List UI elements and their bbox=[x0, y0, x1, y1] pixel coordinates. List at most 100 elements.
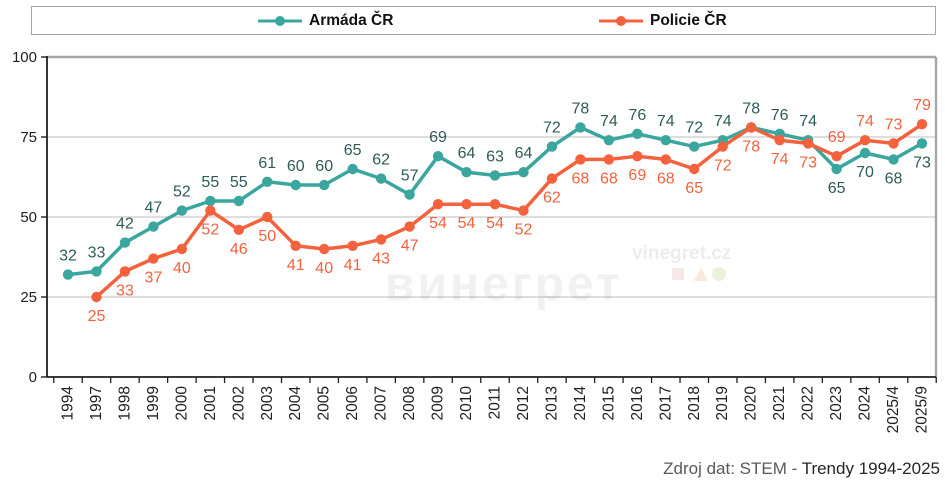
source-prefix: Zdroj dat: STEM - bbox=[663, 459, 802, 478]
x-tick-label: 2004 bbox=[287, 386, 304, 421]
data-point-armada bbox=[91, 266, 102, 277]
legend-label-armada: Armáda ČR bbox=[309, 11, 394, 29]
data-label-policie: 47 bbox=[401, 238, 419, 255]
x-tick-label: 2012 bbox=[515, 386, 532, 420]
watermark-text: винегрет bbox=[385, 258, 623, 311]
data-label-armada: 72 bbox=[543, 120, 561, 137]
x-tick-label: 2003 bbox=[259, 386, 276, 420]
data-point-armada bbox=[290, 179, 301, 191]
data-point-policie bbox=[916, 119, 928, 130]
x-tick-label: 2009 bbox=[430, 386, 447, 420]
legend-line-dot-icon bbox=[599, 15, 643, 26]
data-label-armada: 52 bbox=[173, 184, 191, 201]
x-tick-label: 2025/9 bbox=[914, 386, 931, 433]
data-label-policie: 68 bbox=[572, 170, 590, 187]
legend-item-armada: Armáda ČR bbox=[257, 7, 393, 34]
x-tick-label: 2010 bbox=[458, 386, 475, 421]
data-point-armada bbox=[205, 195, 216, 207]
data-label-armada: 74 bbox=[799, 113, 817, 130]
data-label-policie: 73 bbox=[799, 154, 817, 171]
legend-dot-armada bbox=[275, 15, 285, 26]
data-point-armada bbox=[319, 179, 330, 191]
data-label-policie: 43 bbox=[372, 250, 390, 267]
data-label-armada: 78 bbox=[572, 100, 590, 117]
data-label-policie: 73 bbox=[885, 116, 903, 133]
data-point-policie bbox=[603, 154, 615, 165]
data-label-armada: 57 bbox=[401, 168, 419, 185]
data-label-policie: 54 bbox=[429, 215, 447, 232]
data-label-armada: 72 bbox=[685, 120, 703, 137]
data-point-policie bbox=[375, 234, 387, 245]
data-label-armada: 65 bbox=[828, 180, 846, 197]
y-tick-label: 75 bbox=[20, 129, 37, 146]
data-point-policie bbox=[489, 199, 501, 210]
data-point-policie bbox=[746, 122, 757, 133]
x-tick-label: 2016 bbox=[629, 386, 646, 420]
data-point-policie bbox=[404, 221, 415, 232]
data-point-policie bbox=[148, 253, 159, 264]
data-point-policie bbox=[689, 163, 700, 175]
data-label-policie: 33 bbox=[116, 282, 134, 299]
data-label-armada: 55 bbox=[230, 174, 248, 191]
data-point-armada bbox=[233, 195, 244, 207]
data-label-armada: 42 bbox=[116, 216, 134, 233]
y-tick-label: 50 bbox=[20, 209, 37, 226]
data-point-policie bbox=[176, 243, 188, 255]
data-point-policie bbox=[546, 173, 558, 184]
source-note: Zdroj dat: STEM - Trendy 1994-2025 bbox=[663, 459, 940, 479]
data-label-armada: 64 bbox=[458, 145, 476, 162]
data-point-armada bbox=[148, 221, 159, 232]
data-label-armada: 73 bbox=[913, 154, 931, 171]
x-tick-label: 2017 bbox=[657, 386, 674, 420]
data-label-policie: 52 bbox=[515, 222, 533, 239]
data-point-policie bbox=[802, 138, 814, 149]
data-point-armada bbox=[632, 128, 643, 139]
data-point-policie bbox=[290, 240, 301, 251]
x-tick-label: 1998 bbox=[116, 386, 133, 420]
data-label-armada: 63 bbox=[486, 148, 504, 165]
data-point-policie bbox=[575, 154, 586, 165]
data-point-armada bbox=[660, 135, 671, 146]
x-tick-label: 2025/4 bbox=[885, 386, 902, 434]
watermark-circle-icon bbox=[712, 267, 726, 281]
data-label-policie: 54 bbox=[486, 215, 504, 232]
data-point-armada bbox=[831, 163, 842, 175]
data-point-armada bbox=[119, 237, 131, 248]
data-point-armada bbox=[859, 147, 871, 159]
data-label-armada: 64 bbox=[515, 145, 533, 162]
data-point-armada bbox=[262, 176, 273, 187]
data-label-armada: 55 bbox=[201, 174, 219, 191]
x-tick-label: 2002 bbox=[230, 386, 247, 420]
data-point-policie bbox=[119, 266, 131, 277]
data-label-policie: 72 bbox=[714, 158, 732, 175]
x-tick-label: 1999 bbox=[145, 386, 162, 420]
data-label-policie: 69 bbox=[628, 167, 646, 184]
x-tick-label: 1997 bbox=[88, 386, 105, 420]
data-label-policie: 62 bbox=[543, 190, 561, 207]
data-label-policie: 74 bbox=[771, 151, 789, 168]
data-label-policie: 68 bbox=[600, 170, 618, 187]
data-label-policie: 79 bbox=[913, 97, 931, 114]
data-point-policie bbox=[347, 240, 358, 251]
data-point-policie bbox=[717, 141, 728, 152]
y-tick-label: 100 bbox=[12, 49, 37, 66]
x-tick-label: 2001 bbox=[202, 386, 219, 420]
data-point-policie bbox=[859, 135, 871, 146]
data-point-policie bbox=[461, 199, 472, 210]
data-label-policie: 50 bbox=[258, 228, 276, 245]
data-point-policie bbox=[262, 211, 273, 223]
data-point-armada bbox=[916, 138, 928, 149]
data-label-armada: 47 bbox=[145, 200, 163, 217]
data-label-policie: 69 bbox=[828, 129, 846, 146]
x-tick-label: 1994 bbox=[60, 386, 77, 421]
x-tick-label: 2023 bbox=[828, 386, 845, 420]
legend-label-policie: Policie ČR bbox=[650, 11, 727, 29]
data-label-policie: 54 bbox=[458, 215, 476, 232]
data-label-armada: 76 bbox=[628, 107, 646, 124]
x-tick-label: 2021 bbox=[771, 386, 788, 420]
y-tick-label: 25 bbox=[20, 289, 37, 306]
data-label-armada: 69 bbox=[429, 129, 447, 146]
data-label-policie: 78 bbox=[742, 138, 760, 155]
